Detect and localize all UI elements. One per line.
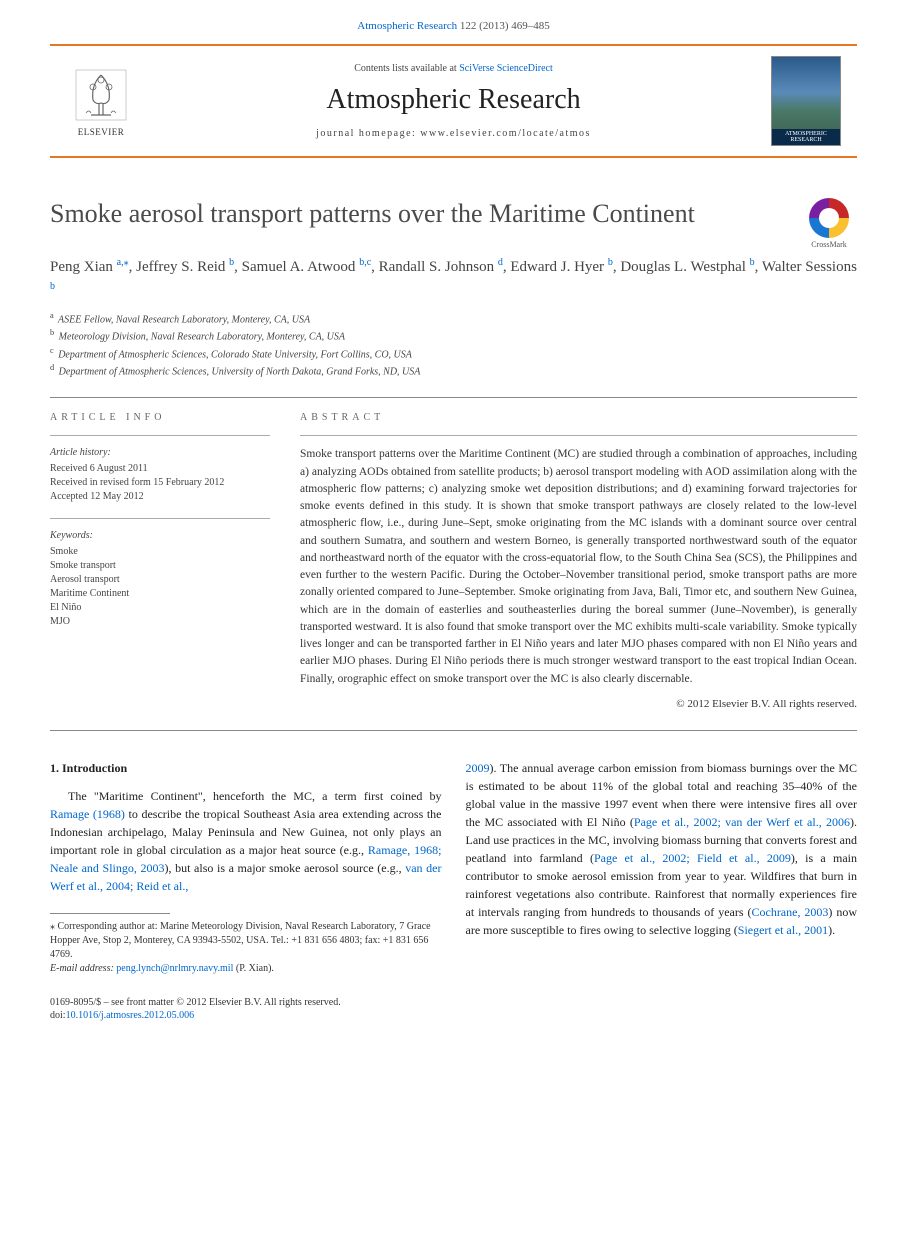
citation-link[interactable]: Ramage (1968) <box>50 807 125 821</box>
author: Jeffrey S. Reid b <box>136 259 234 275</box>
divider <box>300 435 857 436</box>
body-column-left: 1. Introduction The "Maritime Continent"… <box>50 759 442 976</box>
affiliation-list: a ASEE Fellow, Naval Research Laboratory… <box>50 310 857 379</box>
email-link[interactable]: peng.lynch@nrlmry.navy.mil <box>116 963 233 974</box>
citation-link[interactable]: Atmospheric Research <box>357 20 457 32</box>
contents-available: Contents lists available at SciVerse Sci… <box>156 63 751 74</box>
intro-paragraph: The "Maritime Continent", henceforth the… <box>50 787 442 895</box>
crossmark-icon <box>809 198 849 238</box>
citation-link[interactable]: Siegert et al., 2001 <box>738 923 828 937</box>
affiliation: c Department of Atmospheric Sciences, Co… <box>50 345 857 362</box>
email-line: E-mail address: peng.lynch@nrlmry.navy.m… <box>50 962 442 976</box>
divider <box>50 435 270 436</box>
body-column-right: 2009). The annual average carbon emissio… <box>466 759 858 976</box>
running-header: Atmospheric Research 122 (2013) 469–485 <box>0 0 907 44</box>
affiliation-ref[interactable]: d <box>498 257 503 268</box>
affiliation: d Department of Atmospheric Sciences, Un… <box>50 362 857 379</box>
elsevier-wordmark: ELSEVIER <box>78 127 125 137</box>
abstract-heading: ABSTRACT <box>300 412 857 423</box>
corr-author-text: ⁎ Corresponding author at: Marine Meteor… <box>50 920 442 962</box>
journal-name: Atmospheric Research <box>156 84 751 116</box>
author: Randall S. Johnson d <box>379 259 503 275</box>
affiliation-ref[interactable]: b <box>608 257 613 268</box>
citation-link[interactable]: 2009 <box>466 761 490 775</box>
section-heading: 1. Introduction <box>50 759 442 777</box>
footnote-separator <box>50 913 170 914</box>
keywords-block: Keywords: SmokeSmoke transportAerosol tr… <box>50 529 270 629</box>
keywords-label: Keywords: <box>50 529 270 543</box>
abstract-text: Smoke transport patterns over the Mariti… <box>300 446 857 688</box>
keyword: Aerosol transport <box>50 573 270 587</box>
keyword: El Niño <box>50 601 270 615</box>
divider <box>50 518 270 519</box>
history-label: Article history: <box>50 446 270 460</box>
history-item: Received in revised form 15 February 201… <box>50 476 270 490</box>
elsevier-tree-icon <box>71 65 131 125</box>
footer-publication-info: 0169-8095/$ – see front matter © 2012 El… <box>50 996 857 1022</box>
elsevier-logo: ELSEVIER <box>66 61 136 141</box>
citation-link[interactable]: Page et al., 2002; Field et al., 2009 <box>594 851 791 865</box>
history-item: Accepted 12 May 2012 <box>50 490 270 504</box>
article-history: Article history: Received 6 August 2011R… <box>50 446 270 504</box>
citation-link[interactable]: Page et al., 2002; van der Werf et al., … <box>634 815 850 829</box>
affiliation-ref[interactable]: b <box>50 281 55 292</box>
author-list: Peng Xian a,⁎, Jeffrey S. Reid b, Samuel… <box>50 255 857 302</box>
journal-header-bar: ELSEVIER Contents lists available at Sci… <box>50 44 857 158</box>
paper-title: Smoke aerosol transport patterns over th… <box>50 198 781 231</box>
affiliation-ref[interactable]: b,c <box>359 257 371 268</box>
keyword: Smoke transport <box>50 559 270 573</box>
history-item: Received 6 August 2011 <box>50 462 270 476</box>
affiliation-ref[interactable]: b <box>750 257 755 268</box>
article-info-column: ARTICLE INFO Article history: Received 6… <box>50 412 270 710</box>
article-info-heading: ARTICLE INFO <box>50 412 270 423</box>
copyright-line: © 2012 Elsevier B.V. All rights reserved… <box>300 698 857 710</box>
journal-cover-thumbnail: ATMOSPHERIC RESEARCH <box>771 56 841 146</box>
keyword: Smoke <box>50 545 270 559</box>
citation-link[interactable]: Cochrane, 2003 <box>751 905 828 919</box>
journal-homepage: journal homepage: www.elsevier.com/locat… <box>156 128 751 139</box>
intro-paragraph-continued: 2009). The annual average carbon emissio… <box>466 759 858 939</box>
crossmark-badge[interactable]: CrossMark <box>801 198 857 249</box>
cover-label: ATMOSPHERIC RESEARCH <box>772 129 840 145</box>
keyword: MJO <box>50 615 270 629</box>
header-center: Contents lists available at SciVerse Sci… <box>156 63 751 139</box>
author: Douglas L. Westphal b <box>620 259 754 275</box>
scidirect-link[interactable]: SciVerse ScienceDirect <box>459 63 553 74</box>
doi-link[interactable]: 10.1016/j.atmosres.2012.05.006 <box>66 1010 195 1021</box>
crossmark-label: CrossMark <box>801 240 857 249</box>
affiliation: b Meteorology Division, Naval Research L… <box>50 327 857 344</box>
corresponding-author-mark[interactable]: ⁎ <box>124 257 129 268</box>
keyword: Maritime Continent <box>50 587 270 601</box>
corresponding-author-footnote: ⁎ Corresponding author at: Marine Meteor… <box>50 920 442 976</box>
divider <box>50 730 857 731</box>
affiliation-ref[interactable]: b <box>229 257 234 268</box>
issn-line: 0169-8095/$ – see front matter © 2012 El… <box>50 996 857 1009</box>
doi-line: doi:10.1016/j.atmosres.2012.05.006 <box>50 1009 857 1022</box>
author: Peng Xian a,⁎ <box>50 259 129 275</box>
author: Edward J. Hyer b <box>510 259 612 275</box>
affiliation-ref[interactable]: a, <box>117 257 124 268</box>
affiliation: a ASEE Fellow, Naval Research Laboratory… <box>50 310 857 327</box>
author: Samuel A. Atwood b,c <box>242 259 371 275</box>
abstract-column: ABSTRACT Smoke transport patterns over t… <box>300 412 857 710</box>
